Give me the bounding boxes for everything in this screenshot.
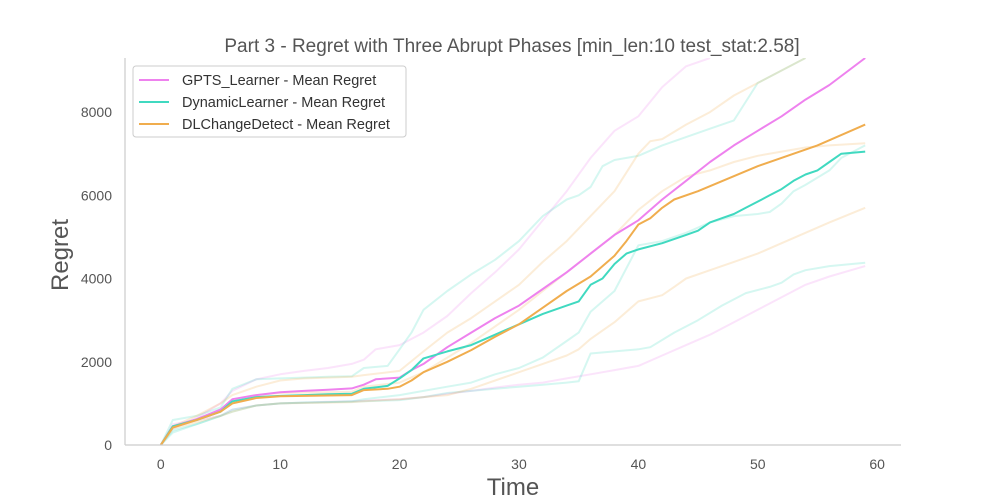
series-1-run-0-line bbox=[159, 58, 806, 445]
y-tick-label: 2000 bbox=[81, 354, 112, 370]
legend: GPTS_Learner - Mean Regret DynamicLearner… bbox=[132, 65, 407, 138]
x-tick-label: 30 bbox=[511, 456, 527, 472]
series-bands bbox=[159, 58, 866, 445]
series-0-mean-line bbox=[159, 58, 866, 445]
x-tick-label: 20 bbox=[392, 456, 408, 472]
series-2-mean-line bbox=[159, 123, 866, 445]
series-1-run-1-line bbox=[160, 144, 866, 445]
series-1-run-2-line bbox=[160, 261, 866, 445]
x-tick-label: 60 bbox=[869, 456, 885, 472]
legend-label: DLChangeDetect - Mean Regret bbox=[182, 117, 390, 133]
x-axis-label: Time bbox=[487, 474, 539, 500]
y-tick-labels: 0 2000 4000 6000 8000 bbox=[81, 104, 112, 453]
series-1-mean-line bbox=[159, 150, 866, 445]
series-0-run-1-line bbox=[159, 265, 866, 445]
x-tick-label: 40 bbox=[631, 456, 647, 472]
legend-label: GPTS_Learner - Mean Regret bbox=[182, 73, 376, 89]
series-0-run-0-line bbox=[159, 58, 711, 445]
series-2-run-2-line bbox=[159, 142, 866, 445]
y-tick-label: 4000 bbox=[81, 271, 112, 287]
y-tick-label: 8000 bbox=[81, 104, 112, 120]
series-2-run-0-line bbox=[159, 58, 806, 445]
x-tick-label: 10 bbox=[272, 456, 288, 472]
series-lines bbox=[159, 58, 866, 445]
y-axis-label: Regret bbox=[47, 219, 74, 291]
legend-label: DynamicLearner - Mean Regret bbox=[182, 95, 385, 111]
legend-frame bbox=[132, 65, 407, 138]
y-tick-label: 0 bbox=[104, 437, 112, 453]
chart-title: Part 3 - Regret with Three Abrupt Phases… bbox=[224, 36, 799, 57]
x-tick-label: 50 bbox=[750, 456, 766, 472]
series-2-run-1-line bbox=[159, 206, 866, 445]
x-tick-label: 0 bbox=[157, 456, 165, 472]
x-tick-labels: 0 10 20 30 40 50 60 bbox=[157, 456, 885, 472]
y-tick-label: 6000 bbox=[81, 187, 112, 203]
